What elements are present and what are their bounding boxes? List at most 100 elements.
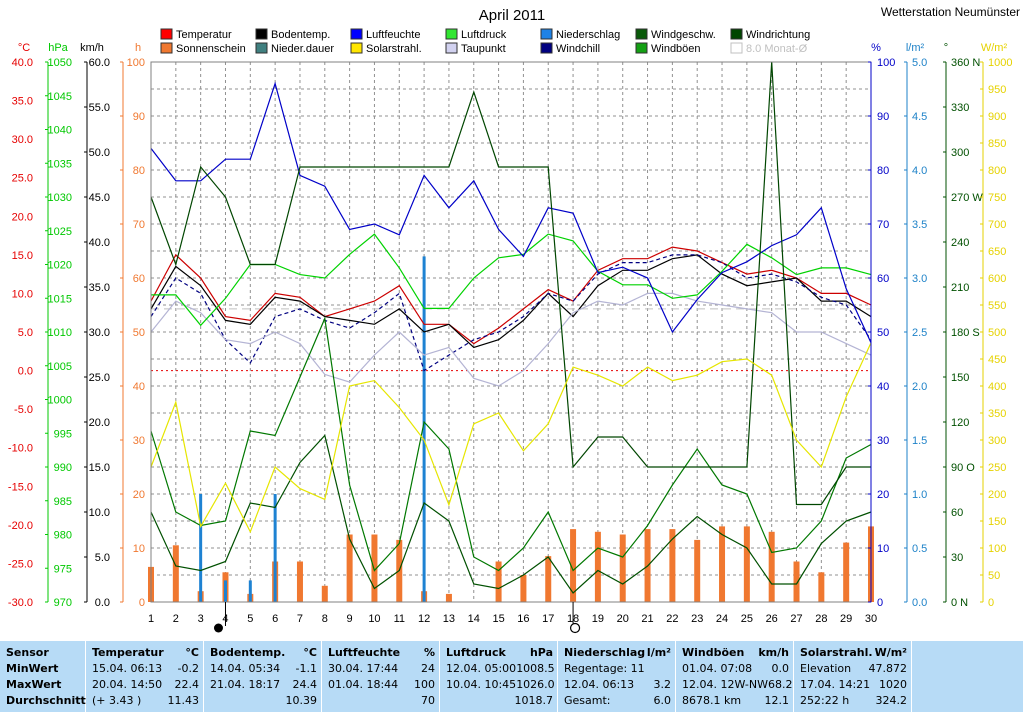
- legend-label: Nieder.dauer: [271, 43, 334, 55]
- tick-label-sun: 60: [133, 273, 145, 285]
- tick-label-press: 975: [54, 563, 72, 575]
- panel-row-label: 01.04. 07:08: [682, 662, 753, 675]
- panel-unit: hPa: [529, 646, 553, 659]
- legend-label: Windgeschw.: [651, 29, 716, 41]
- tick-label-wind: 30.0: [89, 327, 110, 339]
- bar-sonnenschein: [719, 526, 726, 602]
- tick-label-hum: 30: [877, 435, 889, 447]
- tick-label-press: 1040: [48, 125, 72, 137]
- panel-row-label: 01.04. 18:44: [328, 678, 399, 691]
- panel-row: Gesamt: 6.0: [564, 694, 671, 710]
- panel-title: Sensor: [6, 646, 49, 659]
- panel-row-label: 30.04. 17:44: [328, 662, 399, 675]
- tick-label-temp: 20.0: [12, 211, 33, 223]
- tick-label-dir: 240: [951, 237, 969, 249]
- tick-label-temp: -5.0: [14, 404, 33, 416]
- series-line: [150, 342, 872, 534]
- chart-title: April 2011: [479, 7, 545, 24]
- tick-label-solar: 100: [988, 543, 1006, 555]
- panel-bodentemp: Bodentemp. °C 14.04. 05:34 -1.1 21.04. 18:17…: [204, 641, 322, 712]
- panel-header: Niederschlag l/m²: [564, 646, 671, 662]
- tick-label-wind: 15.0: [89, 462, 110, 474]
- tick-label-solar: 850: [988, 138, 1006, 150]
- panel-row-label: 20.04. 14:50: [92, 678, 163, 691]
- series-line: [150, 434, 872, 594]
- panel-row: 12.04. 05:00 1008.5: [446, 662, 555, 678]
- tick-label-temp: -10.0: [8, 443, 33, 455]
- tick-label-wind: 55.0: [89, 102, 110, 114]
- tick-label-sun: 10: [133, 543, 145, 555]
- panel-row-value: 0.0: [771, 662, 790, 675]
- x-tick-label: 9: [347, 613, 353, 625]
- panel-title: Solarstrahl.: [800, 646, 873, 659]
- panel-row: 8678.1 km 12.1: [682, 694, 789, 710]
- bar-sonnenschein: [545, 556, 552, 602]
- bar-sonnenschein: [694, 539, 701, 602]
- panel-row-value: 1020: [879, 678, 907, 691]
- panel-row: [918, 694, 1019, 710]
- bar-sonnenschein: [768, 531, 775, 602]
- legend-label: Bodentemp.: [271, 29, 330, 41]
- panel-row: MaxWert: [6, 678, 81, 694]
- panel-row-label: 17.04. 14:21: [800, 678, 871, 691]
- tick-label-temp: 25.0: [12, 173, 33, 185]
- tick-label-press: 1015: [48, 293, 72, 305]
- panel-header: [918, 646, 1019, 662]
- tick-label-wind: 50.0: [89, 147, 110, 159]
- tick-label-solar: 900: [988, 111, 1006, 123]
- legend-swatch: [445, 28, 458, 40]
- tick-label-press: 985: [54, 496, 72, 508]
- legend-swatch: [635, 42, 648, 54]
- panel-row-label: 15.04. 06:13: [92, 662, 163, 675]
- tick-label-rain: 0.0: [912, 597, 927, 609]
- tick-label-wind: 0.0: [95, 597, 110, 609]
- panel-windboeen: Windböen km/h 01.04. 07:08 0.0 12.04. 12W-NW…: [676, 641, 794, 712]
- tick-label-press: 970: [54, 597, 72, 609]
- panel-row-value: 324.2: [875, 694, 908, 707]
- tick-label-rain: 4.0: [912, 165, 927, 177]
- panel-row: (+ 3.43 ) 11.43: [92, 694, 199, 710]
- panel-luftfeuchte: Luftfeuchte% 30.04. 17:44 24 01.04. 18:44 10…: [322, 641, 440, 712]
- panel-header: Luftdruck hPa: [446, 646, 553, 662]
- tick-label-press: 1005: [48, 361, 72, 373]
- x-tick-label: 24: [716, 613, 728, 625]
- tick-label-temp: 35.0: [12, 96, 33, 108]
- panel-row-value: 10.39: [285, 694, 318, 707]
- panel-unit: km/h: [758, 646, 789, 659]
- panel-unit: W/m²: [874, 646, 907, 659]
- panel-row-value: 1026.0: [516, 678, 555, 691]
- panel-row-value: 12.1: [764, 694, 790, 707]
- tick-label-wind: 5.0: [95, 552, 110, 564]
- legend-label: Taupunkt: [461, 43, 506, 55]
- panel-row-value: -0.2: [177, 662, 199, 675]
- panel-row: 12.04. 12W-NW 68.2: [682, 678, 793, 694]
- x-tick-label: 29: [840, 613, 852, 625]
- x-tick-label: 15: [492, 613, 504, 625]
- bar-sonnenschein: [669, 529, 676, 602]
- bar-niederschlag: [199, 494, 203, 602]
- tick-label-wind: 45.0: [89, 192, 110, 204]
- legend-label: Luftdruck: [461, 29, 507, 41]
- tick-label-solar: 950: [988, 84, 1006, 96]
- tick-label-dir: 90 O: [951, 462, 975, 474]
- panel-row: 10.04. 10:45 1026.0: [446, 678, 555, 694]
- new-moon-icon: [213, 623, 223, 633]
- tick-label-dir: 210: [951, 282, 969, 294]
- tick-label-solar: 0: [988, 597, 994, 609]
- panel-row-value: 100: [414, 678, 435, 691]
- tick-label-solar: 650: [988, 246, 1006, 258]
- x-tick-label: 1: [148, 613, 154, 625]
- panel-title: Niederschlag: [564, 646, 646, 659]
- tick-label-dir: 270 W: [951, 192, 983, 204]
- tick-label-hum: 20: [877, 489, 889, 501]
- panel-row-label: Regentage: 11: [564, 662, 645, 675]
- legend-label: Windrichtung: [746, 29, 810, 41]
- panel-header: Temperatur °C: [92, 646, 199, 662]
- tick-label-temp: -15.0: [8, 481, 33, 493]
- grid: [150, 61, 872, 603]
- x-tick-label: 27: [790, 613, 802, 625]
- tick-label-rain: 0.5: [912, 543, 927, 555]
- tick-label-solar: 300: [988, 435, 1006, 447]
- axis-unit-wind: km/h: [80, 42, 104, 54]
- full-moon-icon: [569, 622, 581, 634]
